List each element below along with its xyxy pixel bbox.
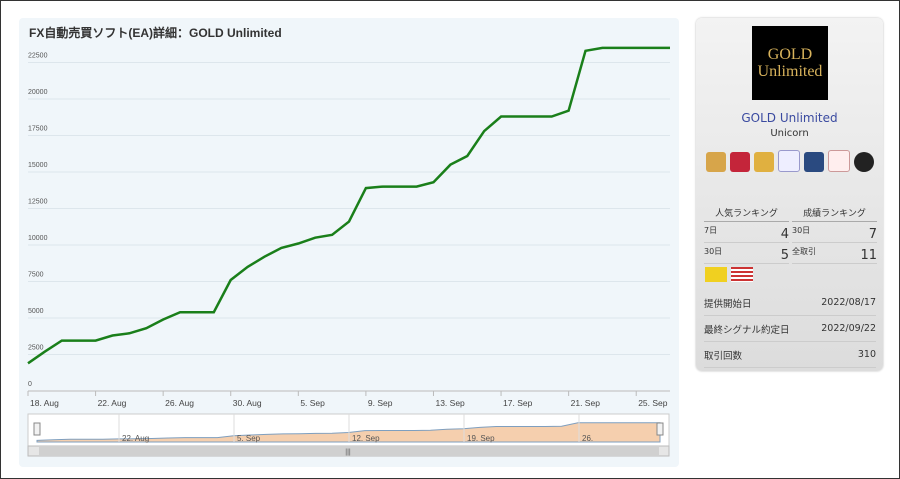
y-tick-label: 5000 xyxy=(28,308,44,315)
rank-value: 11 xyxy=(860,248,877,263)
navigator-label: 19. Sep xyxy=(467,434,495,443)
rank-label: 30日 xyxy=(792,226,811,235)
rank-value: 4 xyxy=(780,227,789,242)
rank-label: 30日 xyxy=(704,247,723,256)
y-tick-label: 17500 xyxy=(28,126,48,133)
ea-name[interactable]: GOLD Unlimited xyxy=(741,111,838,125)
flags xyxy=(705,267,753,285)
y-tick-label: 10000 xyxy=(28,235,48,242)
x-tick-label: 26. Aug xyxy=(165,398,194,408)
x-tick-label: 9. Sep xyxy=(368,398,393,408)
logo-text: Unlimited xyxy=(757,63,823,80)
ranking-title: 成績ランキング xyxy=(792,206,877,222)
x-tick-label: 13. Sep xyxy=(435,398,465,408)
line xyxy=(27,46,670,365)
info-table: 提供開始日 2022/08/17 最終シグナル約定日 2022/09/22 取引回数… xyxy=(704,290,876,368)
rank-value: 7 xyxy=(868,227,877,242)
chart: FX自動売買ソフト(EA)詳細：GOLD Unlimited 22. Aug 5.… xyxy=(27,25,670,457)
scroll-grip: ||| xyxy=(345,449,351,456)
rank-value: 5 xyxy=(780,248,789,263)
ranking: 人気ランキング 7日 4 30日 5 xyxy=(704,206,789,264)
y-tick-label: 22500 xyxy=(28,53,48,60)
x-tick-label: 30. Aug xyxy=(233,398,262,408)
chart-title: FX自動売買ソフト(EA)詳細：GOLD Unlimited xyxy=(29,25,282,40)
y-tick-label: 7500 xyxy=(28,272,44,279)
x-tick-label: 18. Aug xyxy=(30,398,59,408)
y-tick-label: 2500 xyxy=(28,345,44,352)
y-tick-label: 20000 xyxy=(28,89,48,96)
navigator-label: 22. Aug xyxy=(122,434,149,443)
navigator-handle[interactable] xyxy=(33,422,41,436)
navigator-label: 12. Sep xyxy=(352,434,380,443)
scrollbar-thumb[interactable] xyxy=(39,447,659,455)
x-tick-label: 21. Sep xyxy=(571,398,601,408)
icon-row xyxy=(704,148,876,177)
y-tick-label: 15000 xyxy=(28,162,48,169)
logo: GOLD Unlimited xyxy=(752,26,828,100)
rank-label: 7日 xyxy=(704,226,718,235)
info-label: 最終シグナル約定日 xyxy=(704,324,790,336)
ea-panel: GOLD Unlimited GOLD Unlimited Unicorn 人気… xyxy=(696,18,883,371)
ranking: 成績ランキング 30日 7 全取引 11 xyxy=(792,206,877,264)
author[interactable]: Unicorn xyxy=(770,128,809,139)
info-value: 310 xyxy=(857,349,876,360)
rank-label: 全取引 xyxy=(792,247,816,256)
x-tick-label: 22. Aug xyxy=(98,398,127,408)
logo-text: GOLD xyxy=(767,46,813,63)
x-tick-label: 25. Sep xyxy=(638,398,668,408)
y-tick-label: 12500 xyxy=(28,199,48,206)
ranking-title: 人気ランキング xyxy=(704,206,789,222)
y-tick-label: 0 xyxy=(28,381,32,388)
chart-panel: FX自動売買ソフト(EA)詳細：GOLD Unlimited 22. Aug 5.… xyxy=(19,18,679,467)
x-tick-label: 5. Sep xyxy=(300,398,325,408)
navigator-handle[interactable] xyxy=(656,422,664,436)
navigator-area xyxy=(36,422,661,443)
x-tick-label: 17. Sep xyxy=(503,398,533,408)
info-label: 取引回数 xyxy=(704,350,743,362)
navigator-label: 26. xyxy=(582,434,593,443)
info-value: 2022/08/17 xyxy=(821,297,876,308)
info-value: 2022/09/22 xyxy=(821,323,876,334)
navigator-label: 5. Sep xyxy=(237,434,261,443)
info-label: 提供開始日 xyxy=(704,298,752,310)
